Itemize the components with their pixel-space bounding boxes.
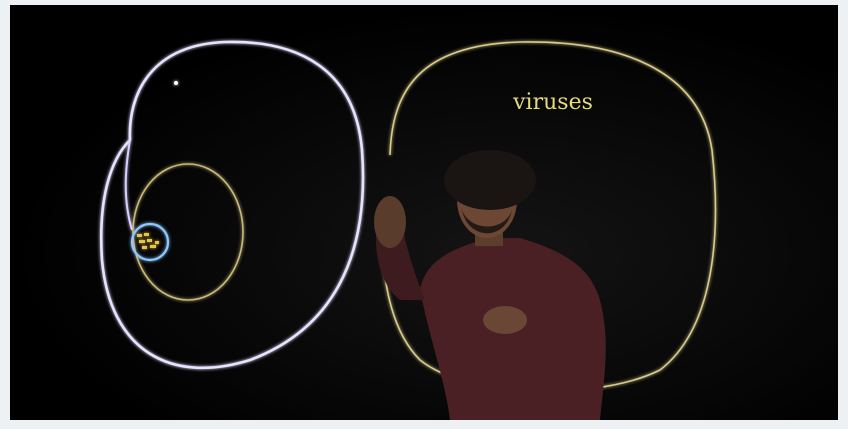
hand <box>374 196 406 248</box>
annotation: viruses <box>512 90 593 115</box>
video-frame: viruses <box>0 0 848 429</box>
white-dot <box>174 81 178 85</box>
frame-background <box>10 5 838 420</box>
page: viruses (() => { const data = JSON.parse… <box>0 0 848 429</box>
hair <box>444 150 536 210</box>
other-hand <box>483 306 527 334</box>
